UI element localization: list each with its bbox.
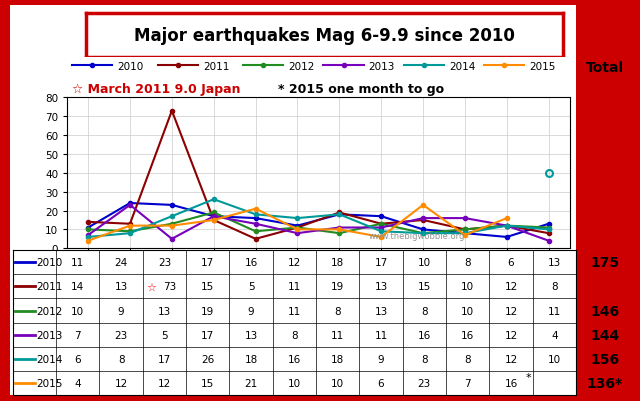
Text: 10: 10 (461, 282, 474, 292)
Text: 17: 17 (201, 258, 214, 267)
Text: 13: 13 (244, 330, 258, 340)
Text: 5: 5 (161, 330, 168, 340)
Text: 6: 6 (378, 378, 385, 388)
Text: 21: 21 (244, 378, 258, 388)
Text: 16: 16 (504, 378, 518, 388)
Text: 8: 8 (465, 354, 471, 364)
Text: *: * (525, 372, 531, 382)
Text: 8: 8 (335, 306, 341, 316)
Text: 224: 224 (590, 280, 620, 294)
Text: 2010: 2010 (118, 62, 144, 72)
Text: Total: Total (586, 61, 624, 75)
Text: 2014: 2014 (36, 354, 63, 364)
Text: 2010: 2010 (36, 258, 63, 267)
Text: 9: 9 (118, 306, 124, 316)
Text: 2011: 2011 (203, 62, 229, 72)
Text: 16: 16 (288, 354, 301, 364)
Text: 17: 17 (201, 330, 214, 340)
Text: 8: 8 (465, 258, 471, 267)
Text: 23: 23 (418, 378, 431, 388)
Text: 9: 9 (378, 354, 385, 364)
Text: www.thebigwobble.org: www.thebigwobble.org (369, 231, 465, 240)
Text: 12: 12 (288, 258, 301, 267)
Text: 23: 23 (158, 258, 171, 267)
Text: 9: 9 (248, 306, 254, 316)
Text: 2015: 2015 (529, 62, 556, 72)
Text: 11: 11 (71, 258, 84, 267)
Text: 10: 10 (548, 354, 561, 364)
Text: 26: 26 (201, 354, 214, 364)
Text: 16: 16 (244, 258, 258, 267)
Text: 16: 16 (418, 330, 431, 340)
Text: ☆ March 2011 9.0 Japan: ☆ March 2011 9.0 Japan (72, 83, 241, 96)
Text: 18: 18 (331, 258, 344, 267)
Text: 15: 15 (418, 282, 431, 292)
Text: 7: 7 (74, 330, 81, 340)
Text: 136*: 136* (587, 376, 623, 390)
Text: 73: 73 (163, 282, 176, 292)
Text: 2015: 2015 (36, 378, 63, 388)
Text: 12: 12 (158, 378, 171, 388)
Text: 11: 11 (548, 306, 561, 316)
Text: 175: 175 (590, 256, 620, 269)
Text: 18: 18 (244, 354, 258, 364)
Text: 4: 4 (74, 378, 81, 388)
Text: 10: 10 (71, 306, 84, 316)
Text: 12: 12 (504, 306, 518, 316)
Text: 12: 12 (504, 282, 518, 292)
Text: 12: 12 (115, 378, 128, 388)
Text: 144: 144 (590, 328, 620, 342)
Text: 19: 19 (201, 306, 214, 316)
Text: 2011: 2011 (36, 282, 63, 292)
Text: 8: 8 (118, 354, 124, 364)
Text: 7: 7 (465, 378, 471, 388)
Text: 18: 18 (331, 354, 344, 364)
Text: 24: 24 (115, 258, 128, 267)
Text: * 2015 one month to go: * 2015 one month to go (278, 83, 444, 96)
Text: 11: 11 (288, 306, 301, 316)
Text: Major earthquakes Mag 6-9.9 since 2010: Major earthquakes Mag 6-9.9 since 2010 (134, 27, 515, 45)
Text: 14: 14 (71, 282, 84, 292)
Text: ☆: ☆ (147, 282, 156, 292)
Text: 2012: 2012 (288, 62, 315, 72)
Text: 10: 10 (418, 258, 431, 267)
Text: 19: 19 (331, 282, 344, 292)
Text: 2012: 2012 (36, 306, 63, 316)
Text: 13: 13 (115, 282, 128, 292)
Text: 8: 8 (551, 282, 557, 292)
Text: 23: 23 (115, 330, 128, 340)
Text: 13: 13 (548, 258, 561, 267)
Text: 8: 8 (421, 354, 428, 364)
Text: 2013: 2013 (369, 62, 395, 72)
Text: 6: 6 (74, 354, 81, 364)
Text: 6: 6 (508, 258, 515, 267)
Text: 17: 17 (158, 354, 171, 364)
Text: 15: 15 (201, 282, 214, 292)
Text: 17: 17 (374, 258, 388, 267)
Text: 11: 11 (331, 330, 344, 340)
Text: 8: 8 (421, 306, 428, 316)
Text: 13: 13 (158, 306, 171, 316)
Text: 15: 15 (201, 378, 214, 388)
Text: 4: 4 (551, 330, 557, 340)
Text: 10: 10 (288, 378, 301, 388)
Text: 16: 16 (461, 330, 474, 340)
Text: 2014: 2014 (449, 62, 476, 72)
Text: 2013: 2013 (36, 330, 63, 340)
Text: 13: 13 (374, 282, 388, 292)
Text: 156: 156 (590, 352, 620, 366)
Text: 10: 10 (461, 306, 474, 316)
Text: 5: 5 (248, 282, 254, 292)
Text: 12: 12 (504, 330, 518, 340)
Text: 10: 10 (331, 378, 344, 388)
Text: 12: 12 (504, 354, 518, 364)
Text: 11: 11 (374, 330, 388, 340)
Text: 8: 8 (291, 330, 298, 340)
Text: 146: 146 (590, 304, 620, 318)
Text: 11: 11 (288, 282, 301, 292)
Text: 13: 13 (374, 306, 388, 316)
